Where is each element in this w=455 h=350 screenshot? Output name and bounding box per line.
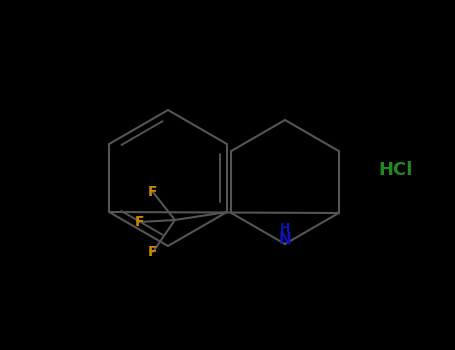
- Text: F: F: [135, 215, 145, 229]
- Text: N: N: [278, 232, 291, 247]
- Text: HCl: HCl: [379, 161, 413, 179]
- Text: H: H: [280, 222, 290, 235]
- Text: F: F: [148, 185, 157, 199]
- Text: F: F: [148, 245, 157, 259]
